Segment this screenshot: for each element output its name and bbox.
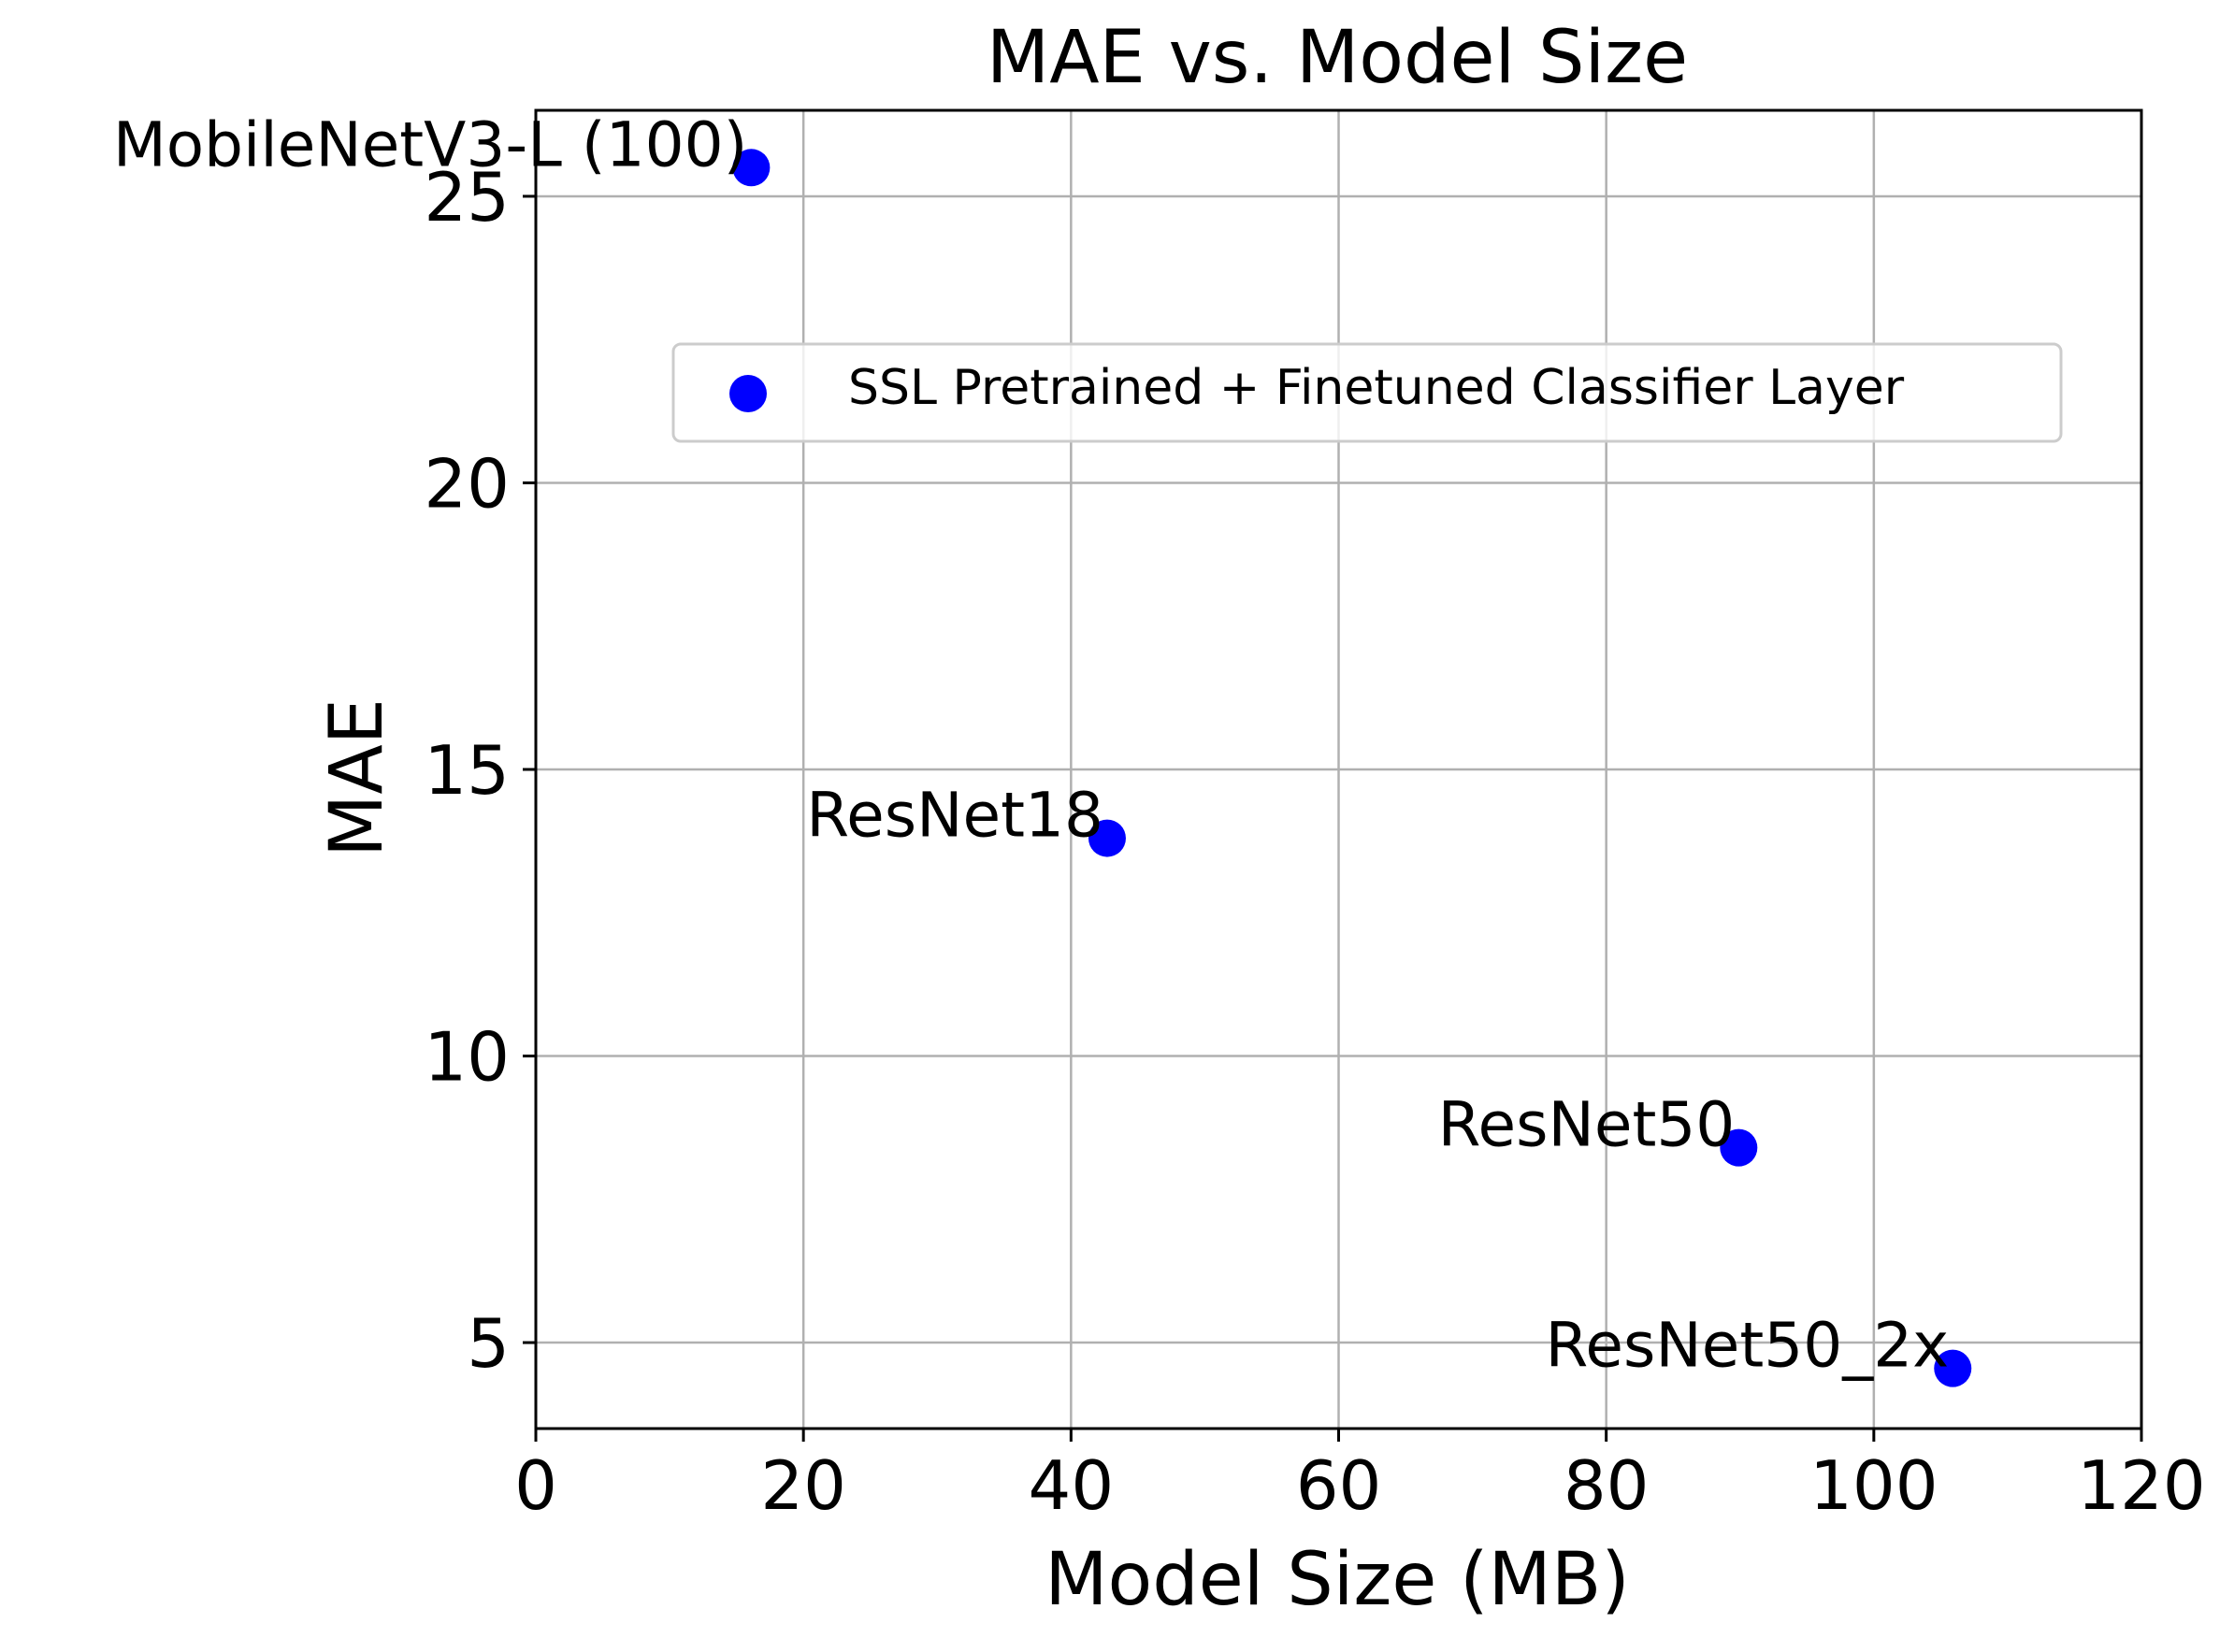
data-point <box>1088 819 1126 857</box>
y-tick-label: 20 <box>424 444 510 523</box>
y-axis-label: MAE <box>315 698 399 857</box>
chart-title: MAE vs. Model Size <box>987 16 1688 100</box>
legend: SSL Pretrained + Finetuned Classifier La… <box>671 342 2063 443</box>
y-tick-label: 25 <box>424 158 510 237</box>
x-tick-label: 0 <box>514 1446 557 1525</box>
grid-lines <box>534 110 2143 1429</box>
x-tick-label: 100 <box>1809 1446 1938 1525</box>
data-points <box>732 149 1972 1387</box>
data-point <box>1934 1349 1972 1387</box>
point-annotations: MobileNetV3-L (100) ResNet18 ResNet50 ResNe… <box>113 108 1949 1381</box>
y-tick-label: 10 <box>424 1018 510 1097</box>
y-tick-label: 15 <box>424 731 510 810</box>
x-axis-label: Model Size (MB) <box>1045 1538 1630 1622</box>
point-label: ResNet50 <box>1438 1089 1736 1161</box>
y-tick-label: 5 <box>467 1304 510 1383</box>
point-label: ResNet18 <box>806 780 1103 852</box>
point-label: ResNet50_2x <box>1545 1310 1949 1382</box>
legend-marker <box>729 375 767 412</box>
x-tick-label: 40 <box>1029 1446 1115 1525</box>
axes <box>523 108 2143 1442</box>
data-point <box>1720 1128 1758 1167</box>
x-tick-label: 80 <box>1564 1446 1650 1525</box>
x-tick-label: 120 <box>2077 1446 2205 1525</box>
x-tick-label: 60 <box>1296 1446 1382 1525</box>
tick-labels: 0 20 40 60 80 100 120 5 10 15 20 25 <box>424 158 2205 1525</box>
point-label: MobileNetV3-L (100) <box>113 108 748 180</box>
data-point <box>732 149 771 187</box>
legend-label: SSL Pretrained + Finetuned Classifier La… <box>848 360 1905 416</box>
legend-box <box>671 342 2063 443</box>
x-tick-label: 20 <box>760 1446 846 1525</box>
